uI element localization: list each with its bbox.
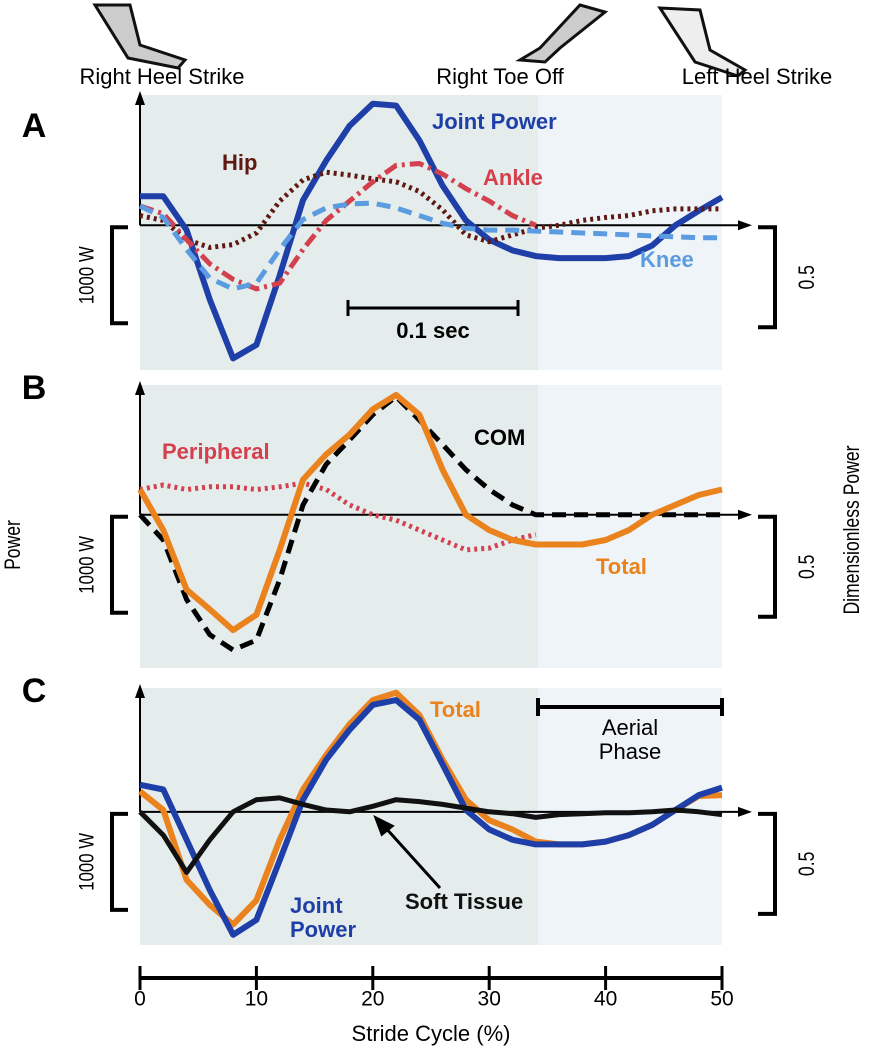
x-tick-label: 20 <box>361 988 384 1011</box>
phase-label: Aerial Phase <box>598 715 662 764</box>
arrowhead <box>135 684 145 698</box>
aerial-shading <box>538 95 722 370</box>
series-label: Joint Power <box>290 893 357 942</box>
scale-label: 1000 W <box>76 246 99 304</box>
series-label: Hip <box>222 150 258 175</box>
scale-bracket <box>758 225 777 330</box>
time-scale-label: 0.1 sec <box>396 318 469 343</box>
scale-bracket <box>110 225 128 326</box>
series-label: Knee <box>640 247 694 272</box>
series-label: Peripheral <box>162 439 270 464</box>
annotation-arrow <box>373 814 442 890</box>
scale-label: 0.5 <box>795 555 819 579</box>
series-line <box>139 169 722 250</box>
x-tick-label: 50 <box>710 988 733 1011</box>
arrowhead <box>135 381 145 395</box>
panel-label: B <box>22 369 47 407</box>
y-axis-label: Power <box>1 520 25 570</box>
x-tick-label: 10 <box>245 988 268 1011</box>
series-line <box>138 200 722 292</box>
series-line <box>139 161 537 292</box>
stance-shading <box>140 385 538 668</box>
arrowhead <box>738 806 752 817</box>
series-label: Ankle <box>483 165 543 190</box>
series-line <box>140 100 724 362</box>
event-label: Left Heel Strike <box>682 64 832 89</box>
leg-icon <box>92 3 748 78</box>
time-scale-bar <box>346 300 520 316</box>
series-label: Joint Power <box>432 109 557 134</box>
x-tick-label: 40 <box>594 988 617 1011</box>
y2-axis-label: Dimensionless Power <box>840 445 864 614</box>
series-line <box>139 480 537 553</box>
x-axis-label: Stride Cycle (%) <box>352 1021 511 1046</box>
series-line <box>139 697 723 938</box>
series-label: Soft Tissue <box>405 889 524 914</box>
series-label: COM <box>474 425 526 450</box>
panel-label: C <box>22 672 47 710</box>
arrowhead <box>738 509 752 520</box>
scale-label: 1000 W <box>76 536 99 594</box>
scale-label: 0.5 <box>795 852 819 876</box>
series-line <box>137 391 723 634</box>
scale-bracket <box>758 811 777 916</box>
series-label: Total <box>596 554 647 579</box>
scale-bracket <box>110 514 128 615</box>
panel-label: A <box>22 107 47 145</box>
scale-bracket <box>110 811 128 912</box>
x-tick-label: 0 <box>134 988 146 1011</box>
arrowhead <box>738 220 752 231</box>
arrowhead <box>135 91 145 105</box>
scale-label: 0.5 <box>795 265 819 289</box>
series-label: Total <box>430 697 481 722</box>
event-label: Right Toe Off <box>436 64 564 89</box>
scale-label: 1000 W <box>76 833 99 891</box>
phase-bar <box>536 698 724 716</box>
series-line <box>138 394 722 653</box>
scale-bracket <box>758 514 777 619</box>
series-line <box>138 795 723 875</box>
event-label: Right Heel Strike <box>79 64 244 89</box>
x-tick-label: 30 <box>478 988 501 1011</box>
